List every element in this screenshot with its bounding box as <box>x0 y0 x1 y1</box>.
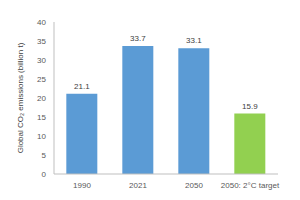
svg-text:40: 40 <box>37 18 46 27</box>
svg-text:21.1: 21.1 <box>74 82 90 91</box>
svg-text:0: 0 <box>42 170 47 179</box>
svg-text:25: 25 <box>37 75 46 84</box>
svg-text:35: 35 <box>37 37 46 46</box>
svg-text:33.7: 33.7 <box>130 34 146 43</box>
svg-text:1990: 1990 <box>73 181 91 190</box>
svg-text:10: 10 <box>37 132 46 141</box>
svg-text:20: 20 <box>37 94 46 103</box>
svg-text:30: 30 <box>37 56 46 65</box>
svg-text:33.1: 33.1 <box>186 36 202 45</box>
svg-text:2050: 2050 <box>185 181 203 190</box>
svg-text:5: 5 <box>42 151 47 160</box>
svg-text:15: 15 <box>37 113 46 122</box>
svg-text:15.9: 15.9 <box>242 102 258 111</box>
svg-text:2050: 2°C target: 2050: 2°C target <box>221 181 280 190</box>
svg-text:Global CO₂ emissions (billion: Global CO₂ emissions (billion t) <box>16 42 25 153</box>
svg-text:2021: 2021 <box>129 181 147 190</box>
